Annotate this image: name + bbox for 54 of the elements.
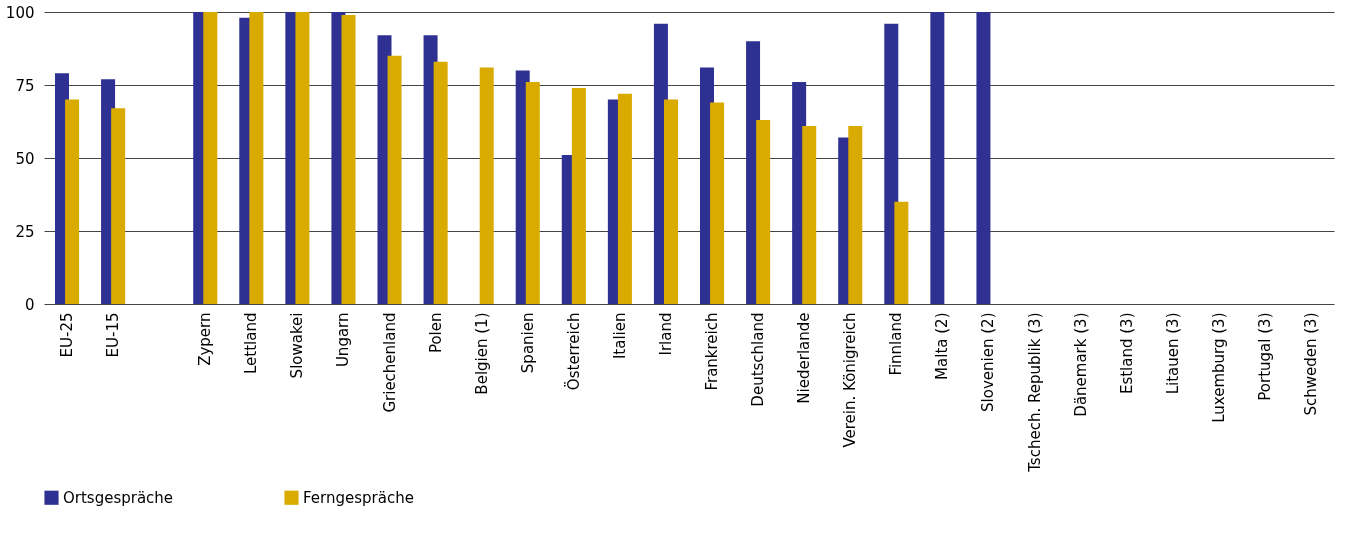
bar xyxy=(617,93,632,304)
bar xyxy=(387,55,402,304)
bar xyxy=(802,125,817,304)
x-tick-label: Irland xyxy=(656,312,675,356)
x-tick-label: Luxemburg (3) xyxy=(1209,312,1228,423)
bar xyxy=(479,67,494,304)
x-tick-label: Slovenien (2) xyxy=(979,312,998,412)
x-tick-label: Belgien (1) xyxy=(472,312,491,395)
legend-label: Ortsgespräche xyxy=(63,488,174,507)
x-tick-label: Schweden (3) xyxy=(1301,312,1320,416)
bar xyxy=(894,201,909,304)
x-tick-label: Österreich xyxy=(563,312,583,391)
x-tick-label: Portugal (3) xyxy=(1255,312,1274,401)
bar xyxy=(433,61,448,304)
bar xyxy=(848,125,863,304)
legend-label: Ferngespräche xyxy=(303,488,414,507)
x-tick-label: Malta (2) xyxy=(933,312,952,380)
bar xyxy=(111,108,126,304)
x-tick-label: Ungarn xyxy=(334,312,353,368)
bar xyxy=(976,12,991,304)
bar xyxy=(203,12,218,304)
bar xyxy=(571,87,586,304)
bar xyxy=(664,99,678,304)
y-tick-label: 100 xyxy=(5,3,35,22)
x-tick-label: Slowakei xyxy=(288,312,307,379)
x-tick-label: Niederlande xyxy=(795,312,814,404)
x-tick-label: Tschech. Republik (3) xyxy=(1025,312,1044,473)
x-tick-label: Finnland xyxy=(887,312,906,376)
x-tick-label: Polen xyxy=(426,312,445,354)
x-tick-label: Griechenland xyxy=(380,312,399,413)
bar xyxy=(710,102,725,304)
x-tick-label: Deutschland xyxy=(749,312,768,407)
y-tick-label: 0 xyxy=(24,295,35,314)
x-tick-label: Litauen (3) xyxy=(1163,312,1182,395)
x-tick-label: Zypern xyxy=(196,312,215,366)
x-tick-label: EU-15 xyxy=(104,312,123,358)
bar xyxy=(930,12,945,304)
bar xyxy=(756,120,771,304)
bar xyxy=(295,12,310,304)
bar xyxy=(65,99,80,304)
x-tick-label: EU-25 xyxy=(58,312,77,358)
x-tick-label: Lettland xyxy=(242,312,261,374)
x-tick-label: Estland (3) xyxy=(1117,312,1136,395)
x-tick-label: Italien xyxy=(610,312,629,360)
y-tick-label: 75 xyxy=(15,76,35,95)
x-tick-label: Frankreich xyxy=(703,312,722,391)
bar xyxy=(341,14,356,304)
x-tick-label: Dänemark (3) xyxy=(1071,312,1090,417)
y-tick-label: 50 xyxy=(15,149,35,168)
bar xyxy=(249,12,264,304)
y-tick-label: 25 xyxy=(15,222,35,241)
x-tick-label: Spanien xyxy=(518,312,537,374)
x-tick-label: Verein. Königreich xyxy=(841,312,860,448)
bar xyxy=(525,82,540,304)
